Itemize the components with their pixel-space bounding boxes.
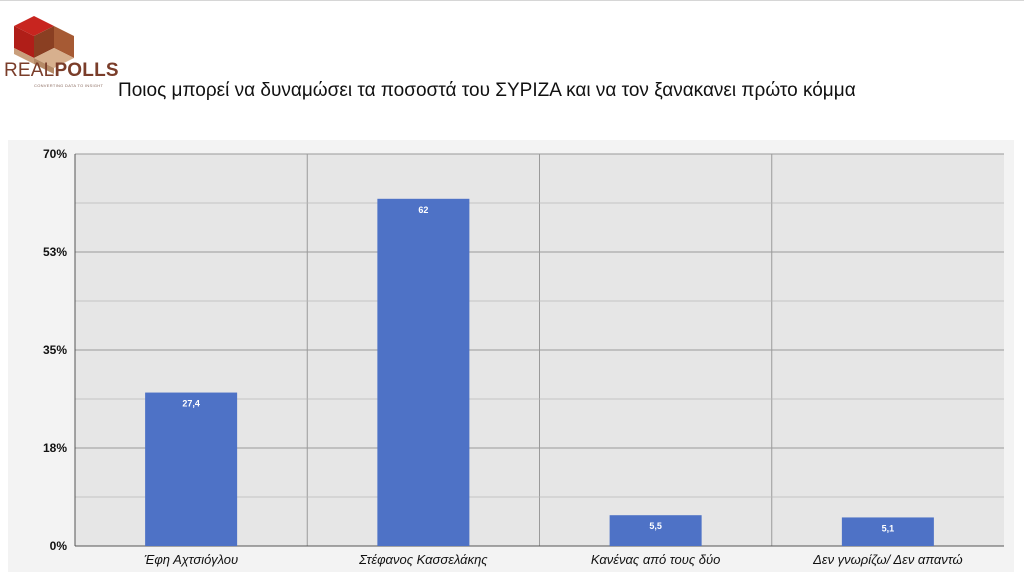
- logo-wordmark-real: REAL: [4, 60, 55, 81]
- data-label: 27,4: [182, 399, 200, 409]
- x-category-label: Έφη Αχτσιόγλου: [144, 552, 238, 567]
- x-category-label: Κανένας από τους δύο: [591, 552, 721, 567]
- data-label: 62: [418, 205, 428, 215]
- bar: [145, 392, 238, 546]
- y-tick-label: 70%: [43, 147, 67, 161]
- bar: [609, 515, 702, 546]
- chart-panel: 0% 18% 35% 53% 70% 27,4 Έφη Αχτσιόγλου 62 Στέφαν…: [8, 140, 1014, 572]
- top-divider: [0, 0, 1024, 1]
- logo-mark: [14, 16, 74, 74]
- data-label: 5,1: [882, 523, 895, 533]
- logo-wordmark-polls: POLLS: [54, 60, 119, 81]
- bar: [377, 198, 470, 547]
- y-tick-label: 35%: [43, 343, 67, 357]
- data-label: 5,5: [649, 521, 662, 531]
- x-category-label: Δεν γνωρίζω/ Δεν απαντώ: [812, 552, 962, 567]
- bar: [841, 517, 934, 546]
- logo-tagline: CONVERTING DATA TO INSIGHT: [34, 83, 104, 88]
- logo-wordmark: REALPOLLS: [4, 61, 119, 80]
- page-title: Ποιος μπορεί να δυναμώσει τα ποσοστά του…: [118, 80, 856, 101]
- x-category-label: Στέφανος Κασσελάκης: [358, 552, 488, 567]
- y-tick-label: 0%: [50, 539, 68, 553]
- y-tick-label: 53%: [43, 245, 67, 259]
- y-tick-label: 18%: [43, 441, 67, 455]
- bar-chart: 0% 18% 35% 53% 70% 27,4 Έφη Αχτσιόγλου 62 Στέφαν…: [43, 147, 1004, 567]
